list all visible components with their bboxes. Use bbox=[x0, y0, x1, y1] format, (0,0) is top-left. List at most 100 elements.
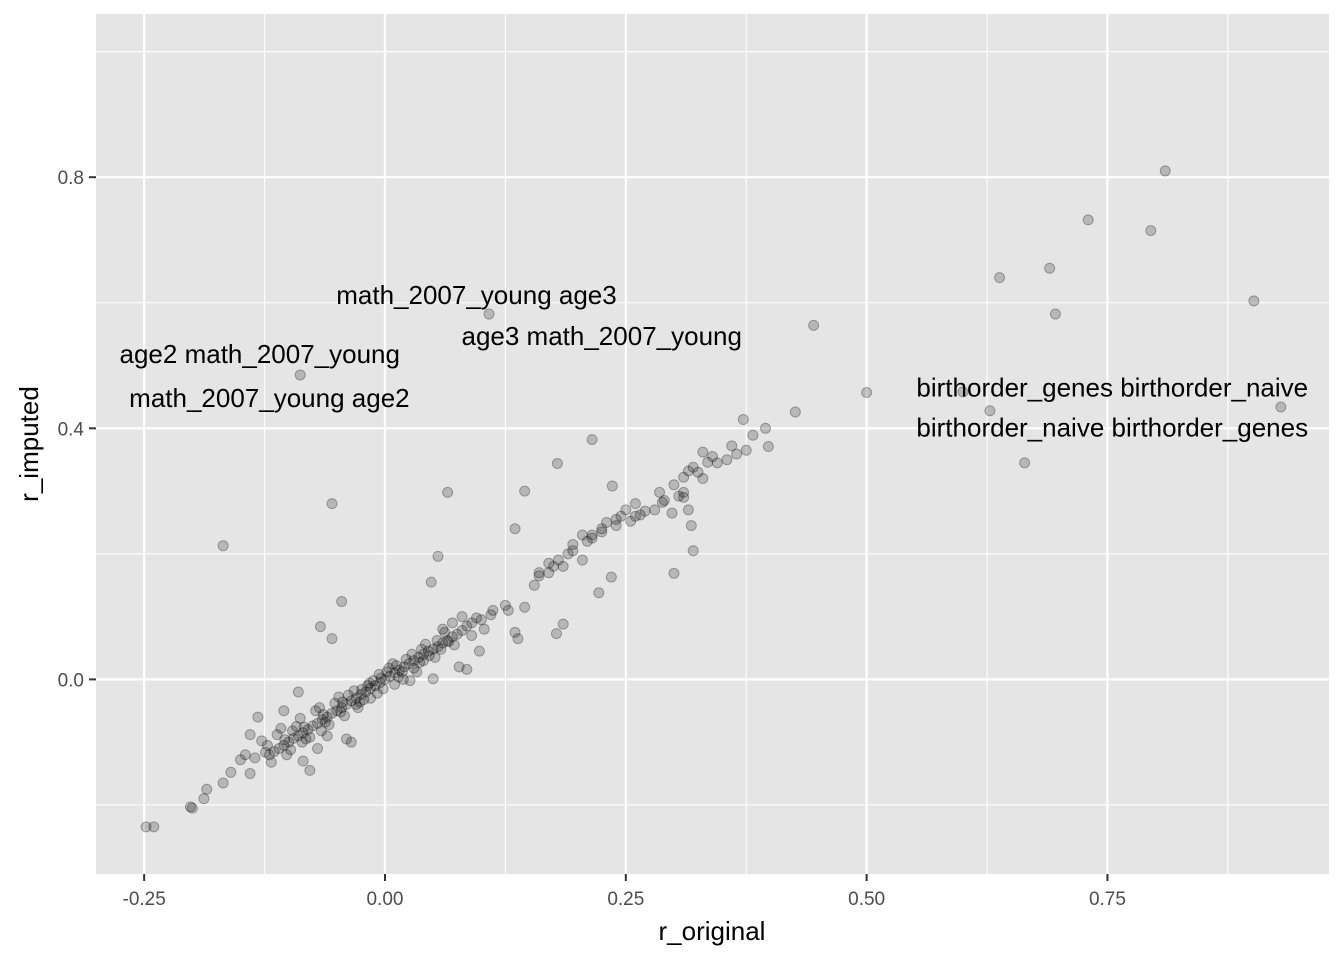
scatter-point bbox=[290, 720, 302, 732]
scatter-point bbox=[668, 567, 680, 579]
point-annotation: age2 math_2007_young bbox=[120, 339, 400, 369]
scatter-point bbox=[398, 661, 410, 673]
scatter-point bbox=[466, 617, 478, 629]
scatter-point bbox=[586, 434, 598, 446]
scatter-point bbox=[345, 736, 357, 748]
scatter-point bbox=[487, 604, 499, 616]
scatter-point bbox=[292, 730, 304, 742]
scatter-point bbox=[861, 387, 873, 399]
scatter-point bbox=[234, 754, 246, 766]
scatter-point bbox=[312, 742, 324, 754]
scatter-point bbox=[435, 643, 447, 655]
scatter-point bbox=[439, 626, 451, 638]
scatter-point bbox=[593, 587, 605, 599]
scatter-point bbox=[448, 639, 460, 651]
scatter-point bbox=[475, 614, 487, 626]
scatter-point bbox=[323, 719, 335, 731]
scatter-point bbox=[437, 637, 449, 649]
scatter-point bbox=[287, 732, 299, 744]
scatter-point bbox=[278, 705, 290, 717]
plot-panel bbox=[96, 14, 1329, 874]
scatter-point bbox=[342, 689, 354, 701]
scatter-point bbox=[285, 744, 297, 756]
scatter-point bbox=[557, 618, 569, 630]
scatter-point bbox=[687, 461, 699, 473]
scatter-point bbox=[687, 545, 699, 557]
point-annotation: math_2007_young age2 bbox=[129, 383, 409, 413]
y-axis-title: r_imputed bbox=[14, 386, 44, 502]
x-tick-label: 0.75 bbox=[1089, 889, 1126, 910]
scatter-point bbox=[292, 686, 304, 698]
scatter-point bbox=[557, 560, 569, 572]
scatter-point bbox=[461, 663, 473, 675]
scatter-point bbox=[375, 672, 387, 684]
scatter-point bbox=[414, 656, 426, 668]
scatter-point bbox=[352, 702, 364, 714]
scatter-point bbox=[408, 655, 420, 667]
scatter-point bbox=[321, 730, 333, 742]
scatter-point bbox=[576, 554, 588, 566]
scatter-point bbox=[184, 801, 196, 813]
scatter-point bbox=[551, 457, 563, 469]
scatter-point bbox=[416, 643, 428, 655]
scatter-point bbox=[396, 666, 408, 678]
scatter-point bbox=[678, 471, 690, 483]
scatter-point bbox=[697, 473, 709, 485]
scatter-point bbox=[678, 491, 690, 503]
scatter-point bbox=[244, 729, 256, 741]
scatter-point bbox=[383, 662, 395, 674]
scatter-point bbox=[345, 695, 357, 707]
scatter-point bbox=[391, 660, 403, 672]
scatter-point bbox=[400, 653, 412, 665]
scatter-point bbox=[252, 711, 264, 723]
scatter-point bbox=[634, 509, 646, 521]
scatter-point bbox=[759, 422, 771, 434]
scatter-point bbox=[310, 705, 322, 717]
scatter-point bbox=[265, 756, 277, 768]
scatter-point bbox=[287, 725, 299, 737]
scatter-point bbox=[697, 446, 709, 458]
scatter-point bbox=[629, 510, 641, 522]
y-tick-label: 0.8 bbox=[58, 168, 84, 189]
scatter-point bbox=[271, 729, 283, 741]
scatter-point bbox=[1248, 295, 1260, 307]
minor-gridlines bbox=[96, 14, 1329, 874]
scatter-point bbox=[586, 529, 598, 541]
scatter-point bbox=[625, 515, 637, 527]
scatter-point bbox=[509, 626, 521, 638]
scatter-point bbox=[658, 494, 670, 506]
scatter-point bbox=[470, 612, 482, 624]
x-axis-title: r_original bbox=[659, 916, 766, 946]
scatter-point bbox=[260, 746, 272, 758]
scatter-point bbox=[278, 739, 290, 751]
scatter-point bbox=[297, 755, 309, 767]
scatter-point bbox=[408, 662, 420, 674]
scatter-point bbox=[273, 742, 285, 754]
scatter-point bbox=[437, 623, 449, 635]
scatter-point bbox=[984, 405, 996, 417]
scatter-point bbox=[389, 678, 401, 690]
scatter-point bbox=[364, 677, 376, 689]
scatter-point bbox=[442, 634, 454, 646]
scatter-point bbox=[326, 498, 338, 510]
scatter-point bbox=[198, 793, 210, 805]
scatter-point bbox=[711, 457, 723, 469]
scatter-point bbox=[313, 702, 325, 714]
scatter-point bbox=[336, 596, 348, 608]
scatter-point bbox=[331, 705, 343, 717]
scatter-point bbox=[453, 661, 465, 673]
scatter-point bbox=[340, 699, 352, 711]
scatter-point bbox=[576, 529, 588, 541]
scatter-point bbox=[261, 739, 273, 751]
scatter-point bbox=[466, 629, 478, 641]
scatter-point bbox=[367, 675, 379, 687]
scatter-point bbox=[562, 548, 574, 560]
scatter-point bbox=[726, 440, 738, 452]
scatter-point bbox=[456, 624, 468, 636]
scatter-point bbox=[397, 673, 409, 685]
major-gridlines bbox=[96, 14, 1329, 874]
scatter-point bbox=[668, 479, 680, 491]
scatter-point bbox=[201, 783, 213, 795]
scatter-point bbox=[461, 620, 473, 632]
scatter-point bbox=[422, 645, 434, 657]
